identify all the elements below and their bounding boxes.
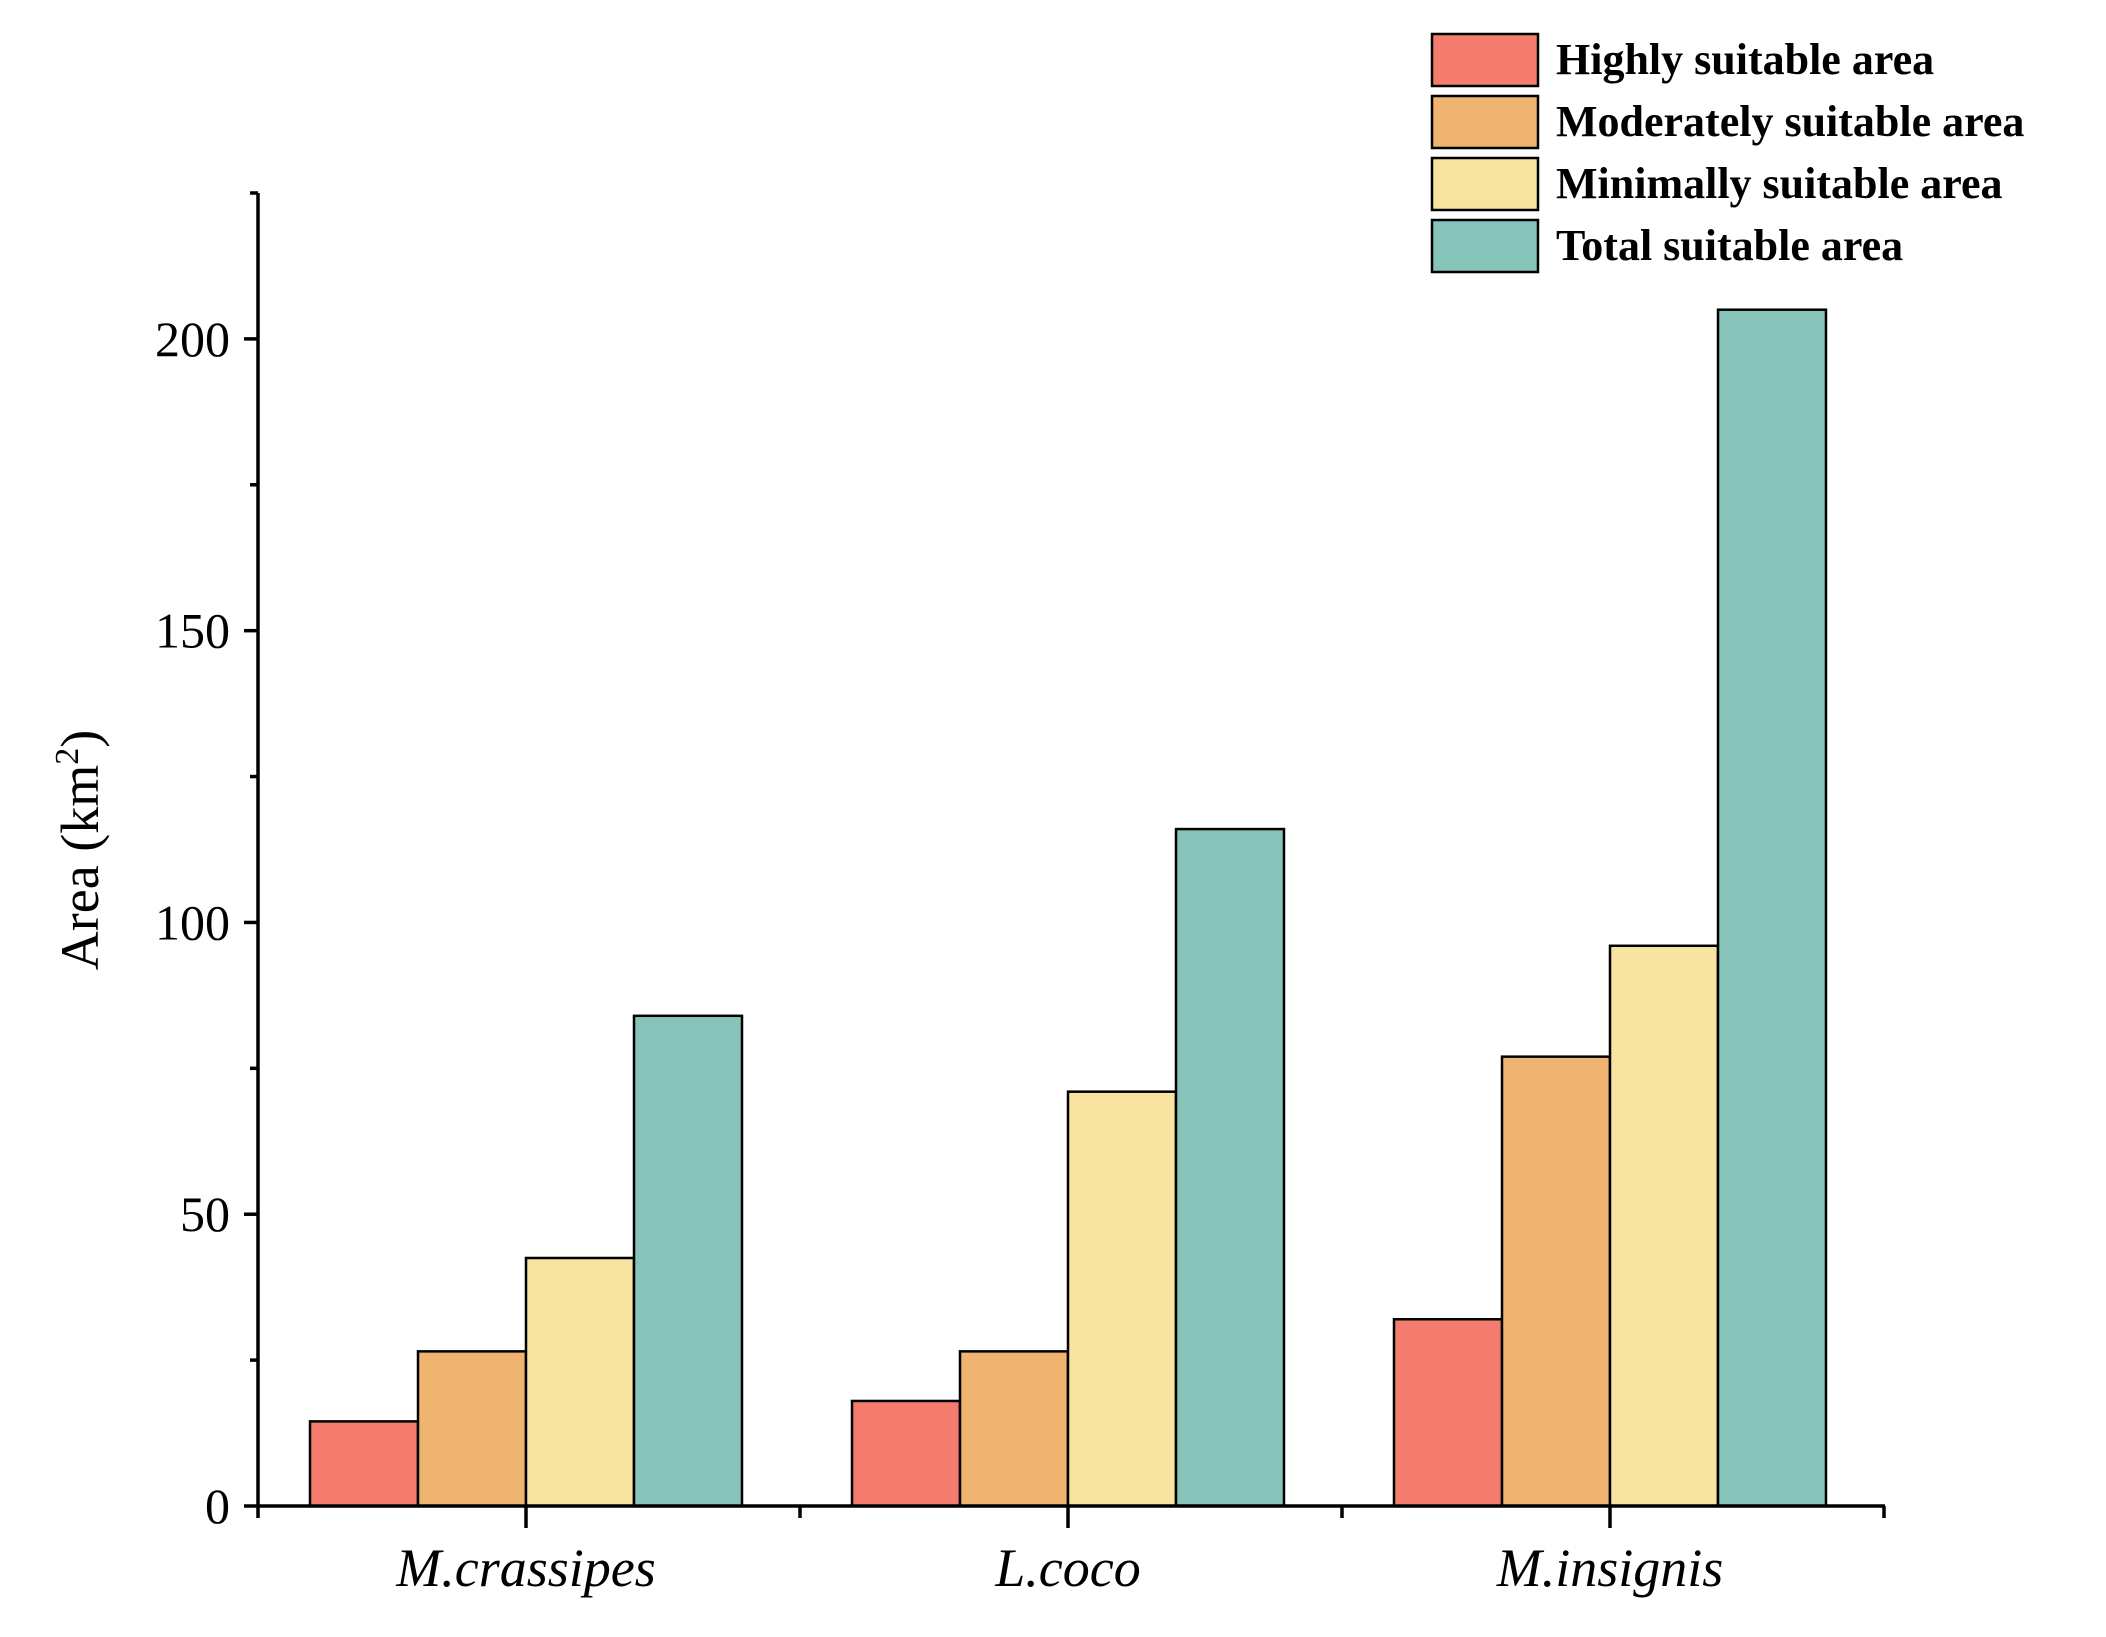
- y-tick-label: 150: [155, 603, 230, 659]
- y-tick-label: 50: [180, 1186, 230, 1242]
- bar-3-1: [1392, 1318, 1504, 1508]
- bar-1-2: [416, 1350, 528, 1508]
- x-category-label: M.crassipes: [395, 1538, 655, 1598]
- bars-layer: [308, 308, 1828, 1508]
- bar-3-2: [1500, 1055, 1612, 1508]
- legend-label-2: Moderately suitable area: [1556, 97, 2024, 146]
- legend: Highly suitable area Moderately suitable …: [1430, 32, 2024, 274]
- bar-2-2: [958, 1350, 1070, 1508]
- y-ticks: 0 50 100 150 200: [155, 191, 258, 1534]
- x-category-label: M.insignis: [1496, 1538, 1724, 1598]
- y-tick-label: 0: [205, 1478, 230, 1534]
- bar-2-3: [1066, 1090, 1178, 1508]
- legend-swatch-2: [1430, 94, 1540, 150]
- bar-1-3: [524, 1256, 636, 1508]
- y-tick-label: 200: [155, 311, 230, 367]
- legend-label-4: Total suitable area: [1556, 221, 1903, 270]
- bar-3-3: [1608, 944, 1720, 1508]
- bar-3-4: [1716, 308, 1828, 1508]
- legend-swatch-3: [1430, 156, 1540, 212]
- bar-1-1: [308, 1420, 420, 1508]
- legend-label-3: Minimally suitable area: [1556, 159, 2003, 208]
- y-tick-label: 100: [155, 894, 230, 950]
- y-axis-title: Area (km2): [49, 730, 110, 970]
- x-ticks: M.crassipes L.coco M.insignis: [256, 1506, 1886, 1598]
- bar-2-4: [1174, 827, 1286, 1508]
- legend-swatch-4: [1430, 218, 1540, 274]
- x-category-label: L.coco: [994, 1538, 1140, 1598]
- bar-2-1: [850, 1399, 962, 1508]
- legend-swatch-1: [1430, 32, 1540, 88]
- legend-label-1: Highly suitable area: [1556, 35, 1934, 84]
- bar-1-4: [632, 1014, 744, 1508]
